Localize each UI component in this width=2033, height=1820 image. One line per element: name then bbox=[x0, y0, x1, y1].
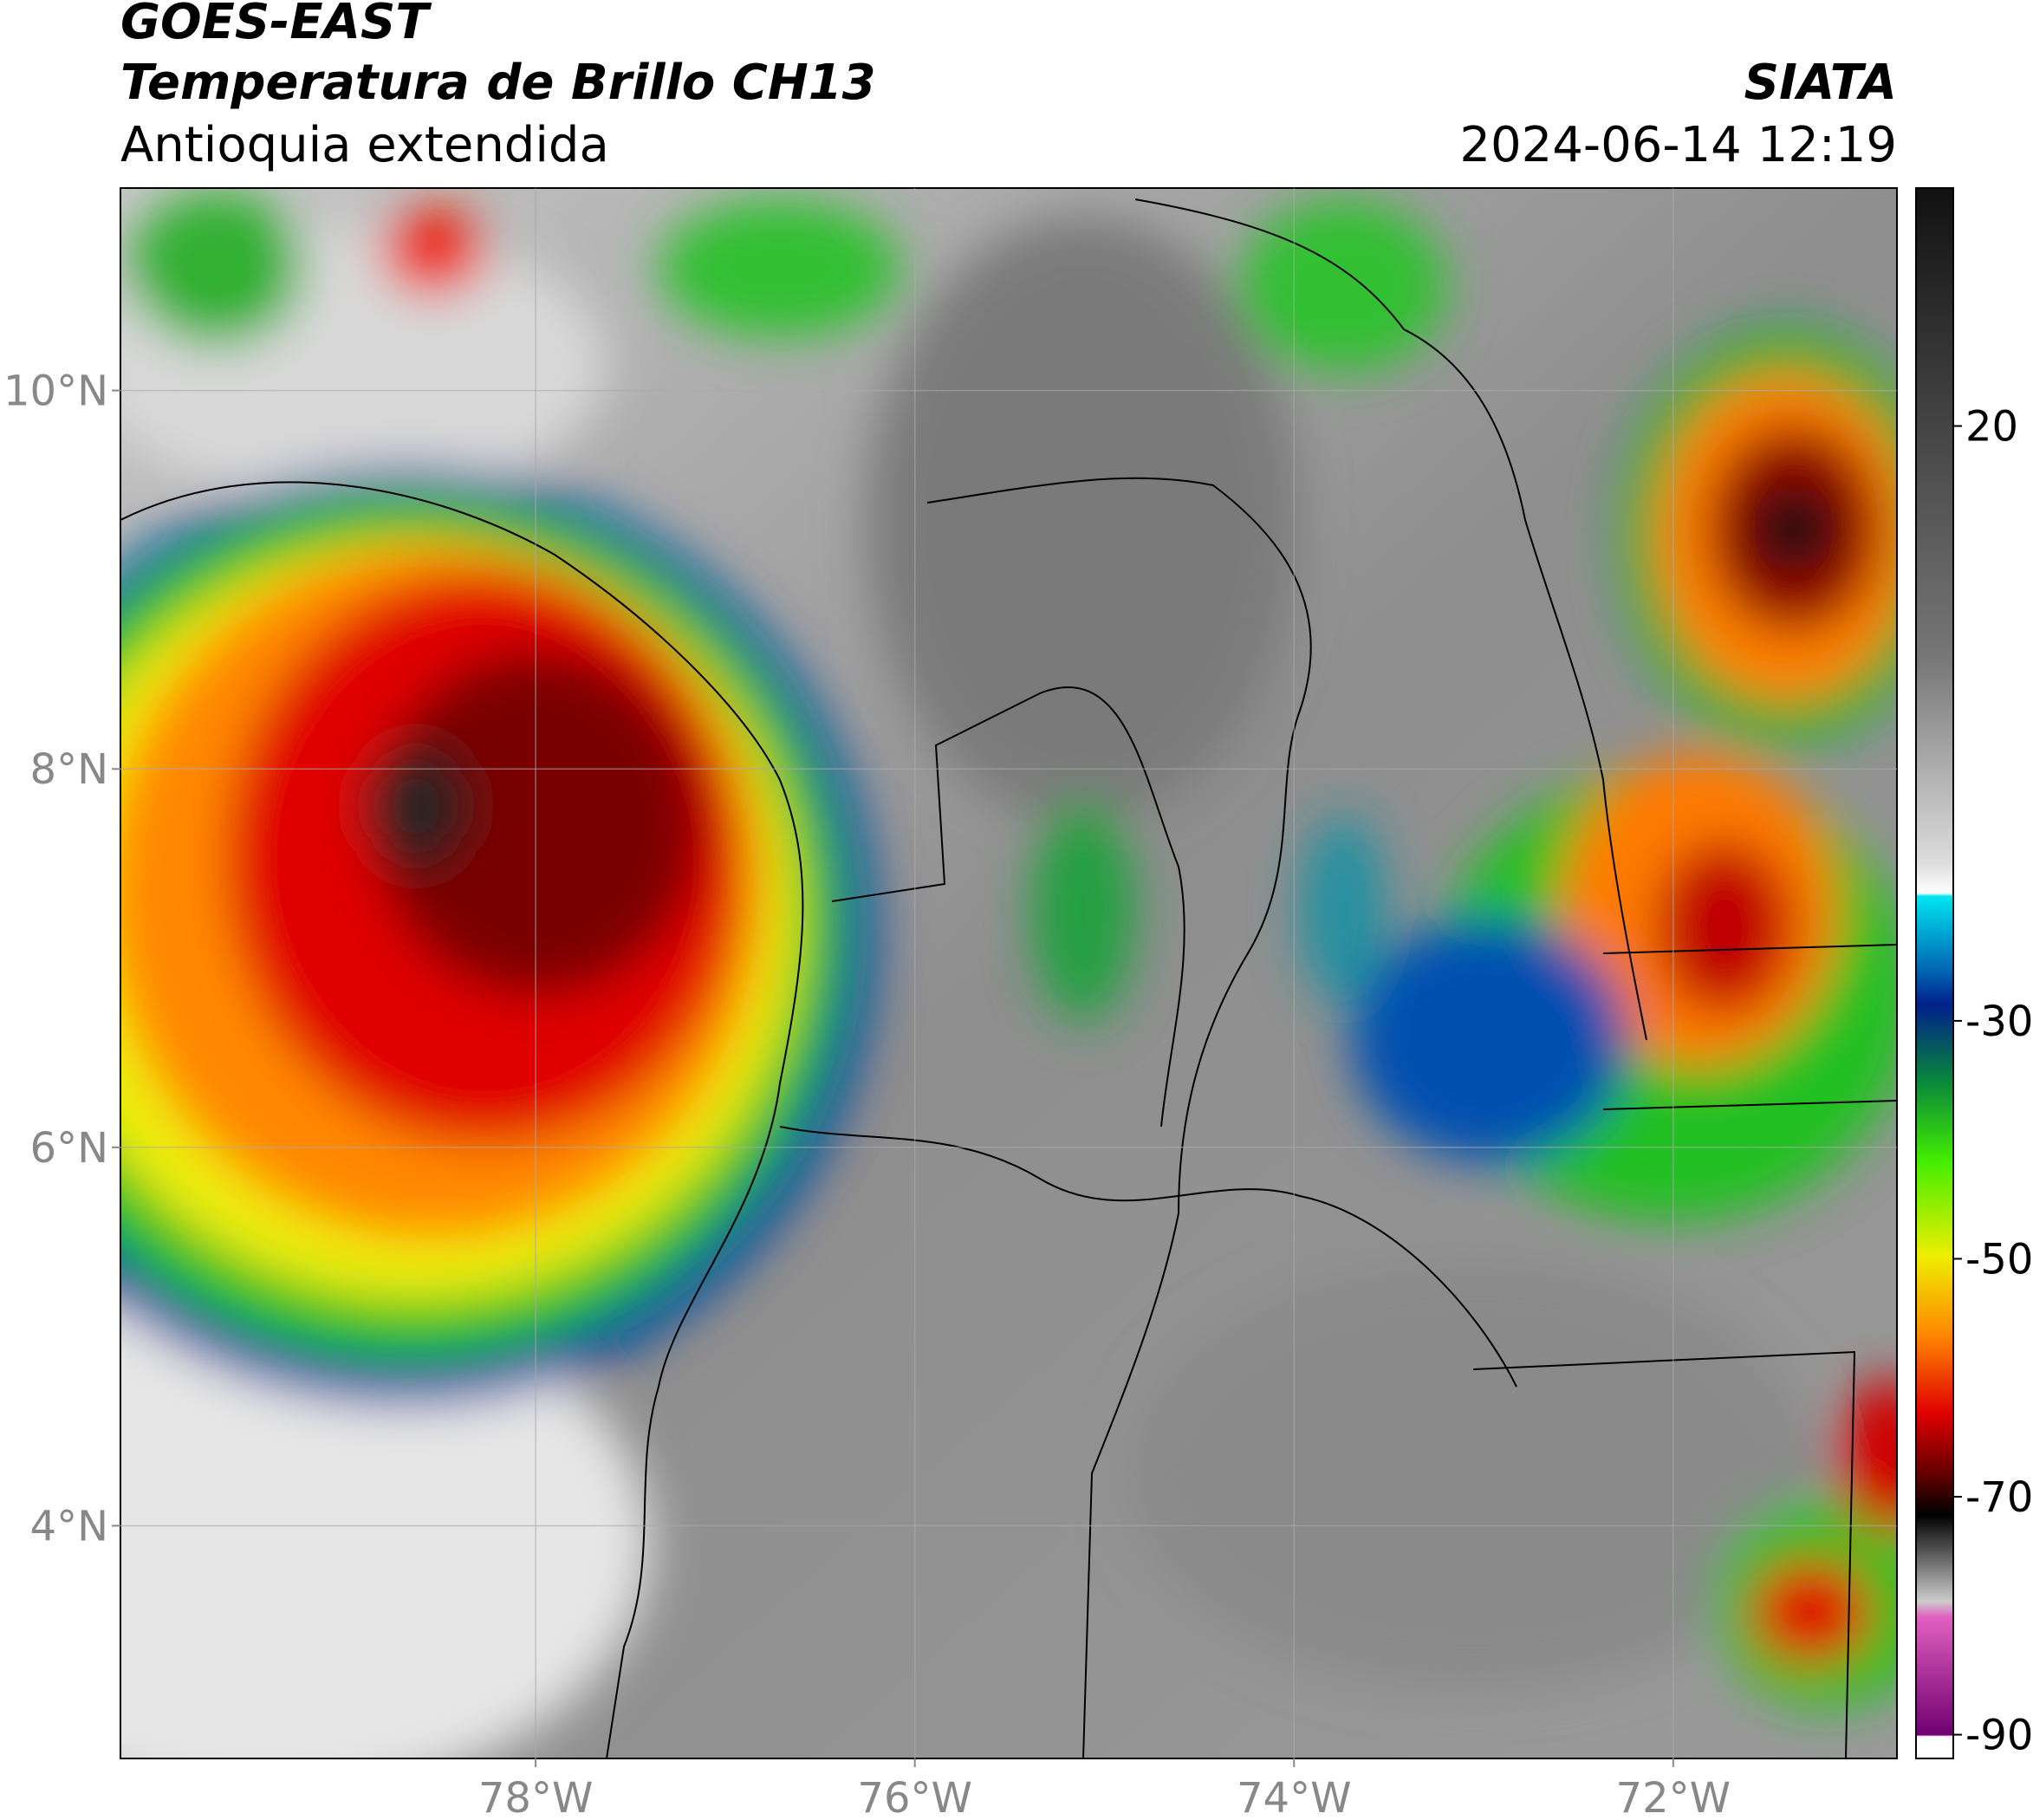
region-subtitle: Antioquia extendida bbox=[120, 117, 609, 173]
x-tick-label: 74°W bbox=[1237, 1774, 1352, 1820]
y-tick-label: 10°N bbox=[3, 367, 108, 416]
x-tick-label: 72°W bbox=[1616, 1774, 1731, 1820]
satellite-image bbox=[120, 188, 1897, 1758]
y-tick-label: 4°N bbox=[30, 1502, 108, 1550]
x-tick-label: 76°W bbox=[857, 1774, 972, 1820]
satellite-title: GOES-EAST bbox=[120, 0, 432, 50]
source-label: SIATA bbox=[1744, 55, 1897, 111]
y-tick-label: 6°N bbox=[30, 1124, 108, 1173]
y-tick-label: 8°N bbox=[30, 745, 108, 794]
colorbar-tick-label: -50 bbox=[1965, 1235, 2033, 1284]
map-frame bbox=[120, 187, 1898, 1759]
x-tick-label: 78°W bbox=[478, 1774, 594, 1820]
colorbar bbox=[1915, 187, 1954, 1759]
product-title: Temperatura de Brillo CH13 bbox=[120, 55, 876, 111]
colorbar-tick-label: -90 bbox=[1965, 1712, 2033, 1760]
colorbar-tick-label: -30 bbox=[1965, 998, 2033, 1046]
datetime-label: 2024-06-14 12:19 bbox=[1459, 117, 1897, 173]
colorbar-tick-label: -70 bbox=[1965, 1473, 2033, 1522]
colorbar-tick-label: 20 bbox=[1965, 403, 2018, 452]
graticule bbox=[120, 188, 1897, 1758]
